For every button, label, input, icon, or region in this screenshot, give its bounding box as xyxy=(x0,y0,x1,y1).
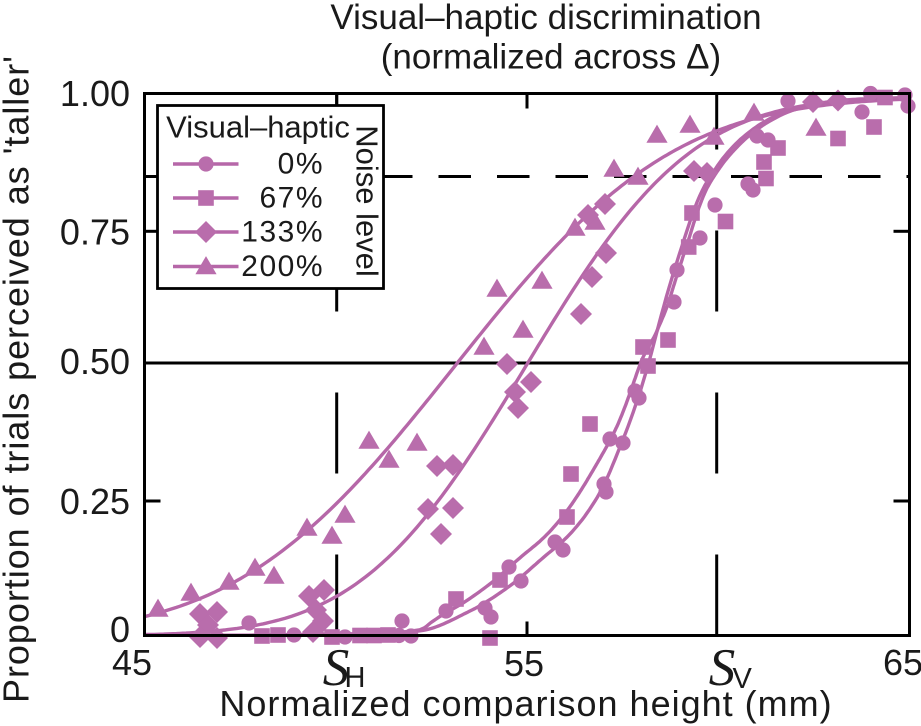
svg-text:65: 65 xyxy=(883,642,921,683)
svg-text:55: 55 xyxy=(504,643,544,684)
svg-text:S: S xyxy=(323,639,350,697)
svg-text:H: H xyxy=(345,662,366,694)
svg-text:0: 0 xyxy=(110,609,130,650)
svg-text:Normalized comparison height (: Normalized comparison height (mm) xyxy=(219,683,832,724)
svg-text:200%: 200% xyxy=(241,250,324,283)
svg-text:67%: 67% xyxy=(259,182,324,215)
svg-text:0.50: 0.50 xyxy=(60,341,130,382)
svg-text:0.75: 0.75 xyxy=(60,211,130,252)
svg-text:Visual–haptic discrimination: Visual–haptic discrimination xyxy=(330,0,761,37)
svg-text:Noise level: Noise level xyxy=(350,125,385,277)
svg-text:0%: 0% xyxy=(278,148,324,181)
svg-text:0.25: 0.25 xyxy=(60,481,130,522)
svg-text:S: S xyxy=(709,639,736,697)
svg-text:V: V xyxy=(733,663,753,695)
svg-text:(normalized across Δ): (normalized across Δ) xyxy=(381,38,721,77)
svg-text:1.00: 1.00 xyxy=(60,73,130,114)
svg-text:45: 45 xyxy=(112,642,152,683)
svg-text:Proportion of trials perceived: Proportion of trials perceived as 'talle… xyxy=(0,55,37,703)
svg-text:133%: 133% xyxy=(241,216,324,249)
svg-text:Visual–haptic: Visual–haptic xyxy=(166,110,350,145)
